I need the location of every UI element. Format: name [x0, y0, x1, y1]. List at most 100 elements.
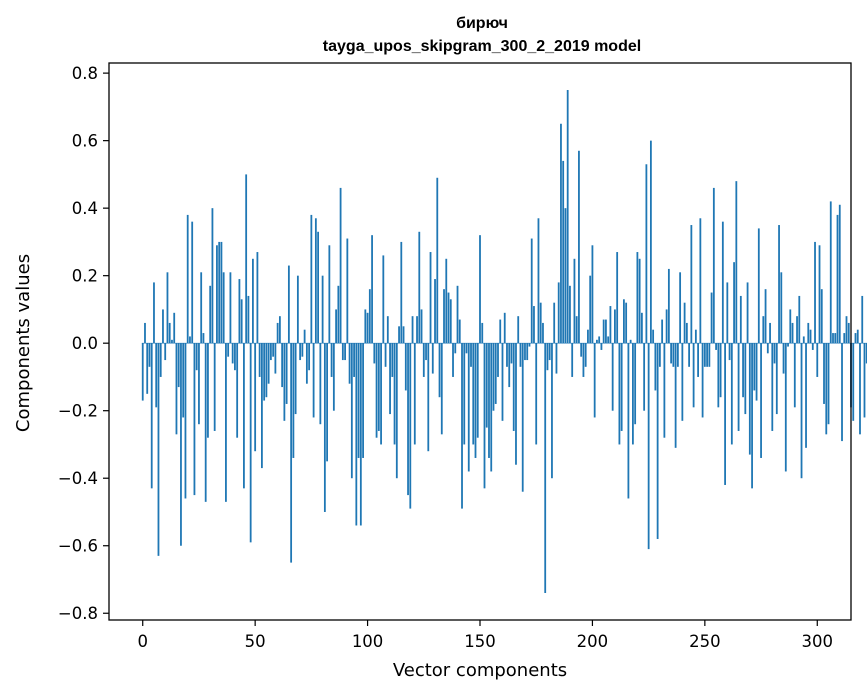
bar — [778, 225, 780, 344]
bar — [512, 343, 515, 431]
bar — [391, 343, 394, 377]
chart-subtitle: tayga_upos_skipgram_300_2_2019 model — [323, 38, 641, 55]
bar — [400, 241, 403, 344]
bar — [449, 299, 452, 344]
bar — [321, 275, 324, 344]
bar — [148, 343, 151, 367]
bar — [548, 343, 551, 361]
bar — [227, 343, 230, 357]
bar — [764, 289, 767, 344]
bar — [328, 245, 331, 344]
bar — [155, 343, 158, 408]
bar — [285, 343, 288, 404]
bar — [780, 272, 783, 344]
bar — [294, 343, 297, 415]
bar — [825, 343, 828, 435]
bar — [672, 343, 675, 367]
bar — [319, 343, 322, 425]
x-tick-label: 50 — [245, 632, 266, 651]
y-tick-label: −0.2 — [58, 402, 98, 421]
x-tick-label: 300 — [802, 632, 834, 651]
bar — [272, 343, 275, 357]
bar — [479, 235, 481, 344]
bar — [377, 343, 380, 431]
bar — [162, 309, 164, 344]
bar — [605, 319, 607, 344]
bar — [537, 218, 540, 344]
bar — [330, 343, 333, 377]
y-tick-label: 0.0 — [72, 334, 98, 353]
bar — [173, 312, 176, 344]
bar — [820, 289, 823, 344]
bar — [694, 329, 697, 344]
bar — [647, 343, 650, 550]
bar — [841, 343, 843, 442]
bar — [247, 295, 250, 344]
bar — [189, 336, 191, 344]
bar — [569, 285, 571, 344]
bar — [658, 343, 661, 367]
bar — [791, 322, 794, 344]
bar — [359, 343, 362, 526]
bar — [411, 316, 414, 344]
bar — [175, 343, 178, 435]
bar — [661, 319, 664, 344]
bar — [708, 343, 711, 367]
bar — [368, 289, 371, 344]
bar — [789, 309, 792, 344]
bar — [420, 309, 423, 344]
bar — [649, 140, 652, 344]
bar — [265, 343, 268, 398]
bar — [598, 336, 601, 344]
bar — [784, 343, 787, 472]
bar — [364, 309, 367, 344]
bar — [357, 343, 360, 458]
bar — [344, 343, 346, 361]
bar — [834, 333, 837, 344]
bar — [751, 343, 753, 489]
bar — [526, 343, 529, 361]
bar — [636, 252, 639, 344]
bar — [753, 343, 756, 391]
bar — [146, 343, 149, 394]
bar — [533, 306, 535, 344]
bar — [308, 343, 311, 371]
bar — [602, 319, 605, 344]
bar — [485, 343, 488, 428]
bar — [618, 343, 621, 445]
bar — [730, 343, 733, 445]
bar — [805, 343, 807, 448]
bar — [204, 343, 207, 502]
bar — [755, 343, 758, 401]
bar — [335, 309, 337, 344]
bar — [314, 218, 317, 344]
bar — [562, 160, 565, 344]
bar — [715, 343, 717, 350]
bar — [382, 255, 385, 344]
bar — [589, 275, 592, 344]
bar — [566, 90, 569, 344]
bar — [508, 343, 511, 388]
bar — [465, 343, 468, 354]
bar — [452, 343, 454, 377]
bar — [654, 343, 657, 391]
bar — [159, 343, 162, 377]
bar — [301, 343, 304, 357]
bar — [521, 343, 524, 492]
bar — [560, 123, 562, 344]
bar — [701, 343, 704, 418]
bar — [591, 245, 594, 344]
bar — [144, 322, 146, 344]
bar — [337, 285, 340, 344]
bar — [656, 343, 659, 539]
bar — [220, 241, 223, 344]
bar — [386, 316, 389, 344]
bar — [211, 208, 214, 344]
bar — [814, 241, 816, 344]
bar — [150, 343, 153, 489]
bar — [721, 221, 724, 344]
bar — [499, 319, 502, 344]
bar — [404, 343, 407, 391]
bar — [458, 319, 461, 344]
bar — [470, 343, 472, 367]
